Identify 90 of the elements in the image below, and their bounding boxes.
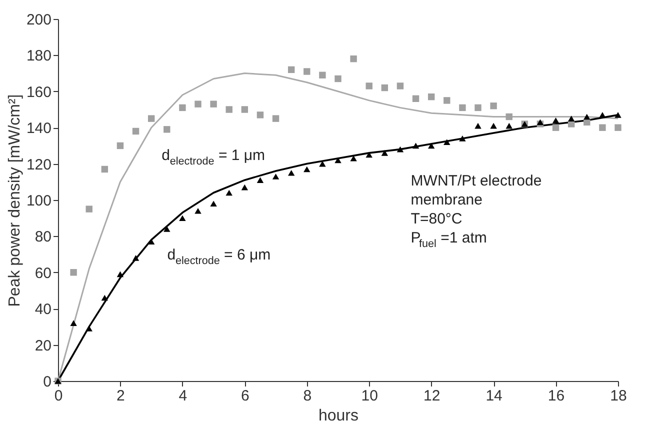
point [194,208,202,214]
point [614,112,622,118]
point [552,124,560,131]
point [366,82,372,90]
point [599,112,606,118]
y-tick-label: 0 [43,374,52,390]
x-tick-label: 16 [548,388,565,404]
point [304,166,310,172]
y-tick-label: 180 [26,48,52,65]
point [304,68,310,75]
point [506,122,512,129]
point [459,104,466,112]
y-tick-label: 80 [34,228,52,246]
x-axis-title: hours [318,408,359,424]
point [210,200,217,207]
x-tick-label: 10 [361,388,378,404]
y-tick-label: 160 [26,84,52,101]
point [164,226,170,232]
point [241,184,248,190]
x-tick-label: 0 [54,388,63,404]
point [459,136,466,142]
point [490,122,497,129]
point [319,160,326,167]
point [179,215,186,222]
x-tick-label: 8 [303,388,312,404]
point [568,116,575,122]
x-tick-label: 18 [610,388,627,404]
point [614,124,622,131]
point [381,150,388,156]
y-tick-label: 200 [26,12,52,28]
point [366,152,372,158]
y-tick-label: 40 [34,301,52,318]
point [428,142,435,149]
point [148,115,155,122]
point [70,269,77,276]
point [101,294,108,301]
point [272,174,280,180]
point [584,114,590,120]
y-tick-label: 140 [26,120,52,138]
point [164,126,170,133]
point [381,84,388,92]
annotation: MWNT/Pt electrode [410,172,542,190]
point [334,157,342,164]
y-tick-label: 120 [26,156,52,174]
x-tick-label: 12 [423,388,440,404]
point [552,117,560,124]
y-tick-label: 100 [26,192,52,210]
y-tick-label: 60 [34,264,52,282]
x-tick-label: 6 [240,388,250,404]
point [474,104,482,112]
point [599,124,606,131]
point [288,170,295,176]
point [319,72,326,78]
point [226,190,232,196]
point [412,95,420,102]
point [241,106,248,113]
point [179,104,186,112]
point [272,115,280,122]
point [256,112,264,118]
point [350,55,357,62]
y-tick-label: 20 [34,337,52,354]
point [132,128,140,135]
point [226,106,232,113]
point [116,142,124,150]
point [288,66,295,74]
point [70,320,77,326]
point [210,100,217,108]
x-tick-label: 14 [486,388,502,404]
point [396,146,404,152]
point [412,142,420,149]
point [86,206,92,212]
point [506,113,512,120]
y-axis-title: Peak power density [mW/cm²] [6,94,24,307]
point [101,166,108,173]
point [490,102,497,110]
point [148,238,155,245]
annotation: T=80°C [410,210,462,228]
point [194,100,202,108]
point [474,122,482,129]
point [428,93,435,100]
x-tick-label: 2 [116,388,125,404]
annotation: membrane [410,192,483,209]
point [334,75,342,82]
point [444,97,450,104]
point [256,177,264,183]
point [116,271,124,278]
point [396,82,404,90]
x-tick-label: 4 [178,388,188,404]
point [444,139,450,145]
point [132,255,140,261]
